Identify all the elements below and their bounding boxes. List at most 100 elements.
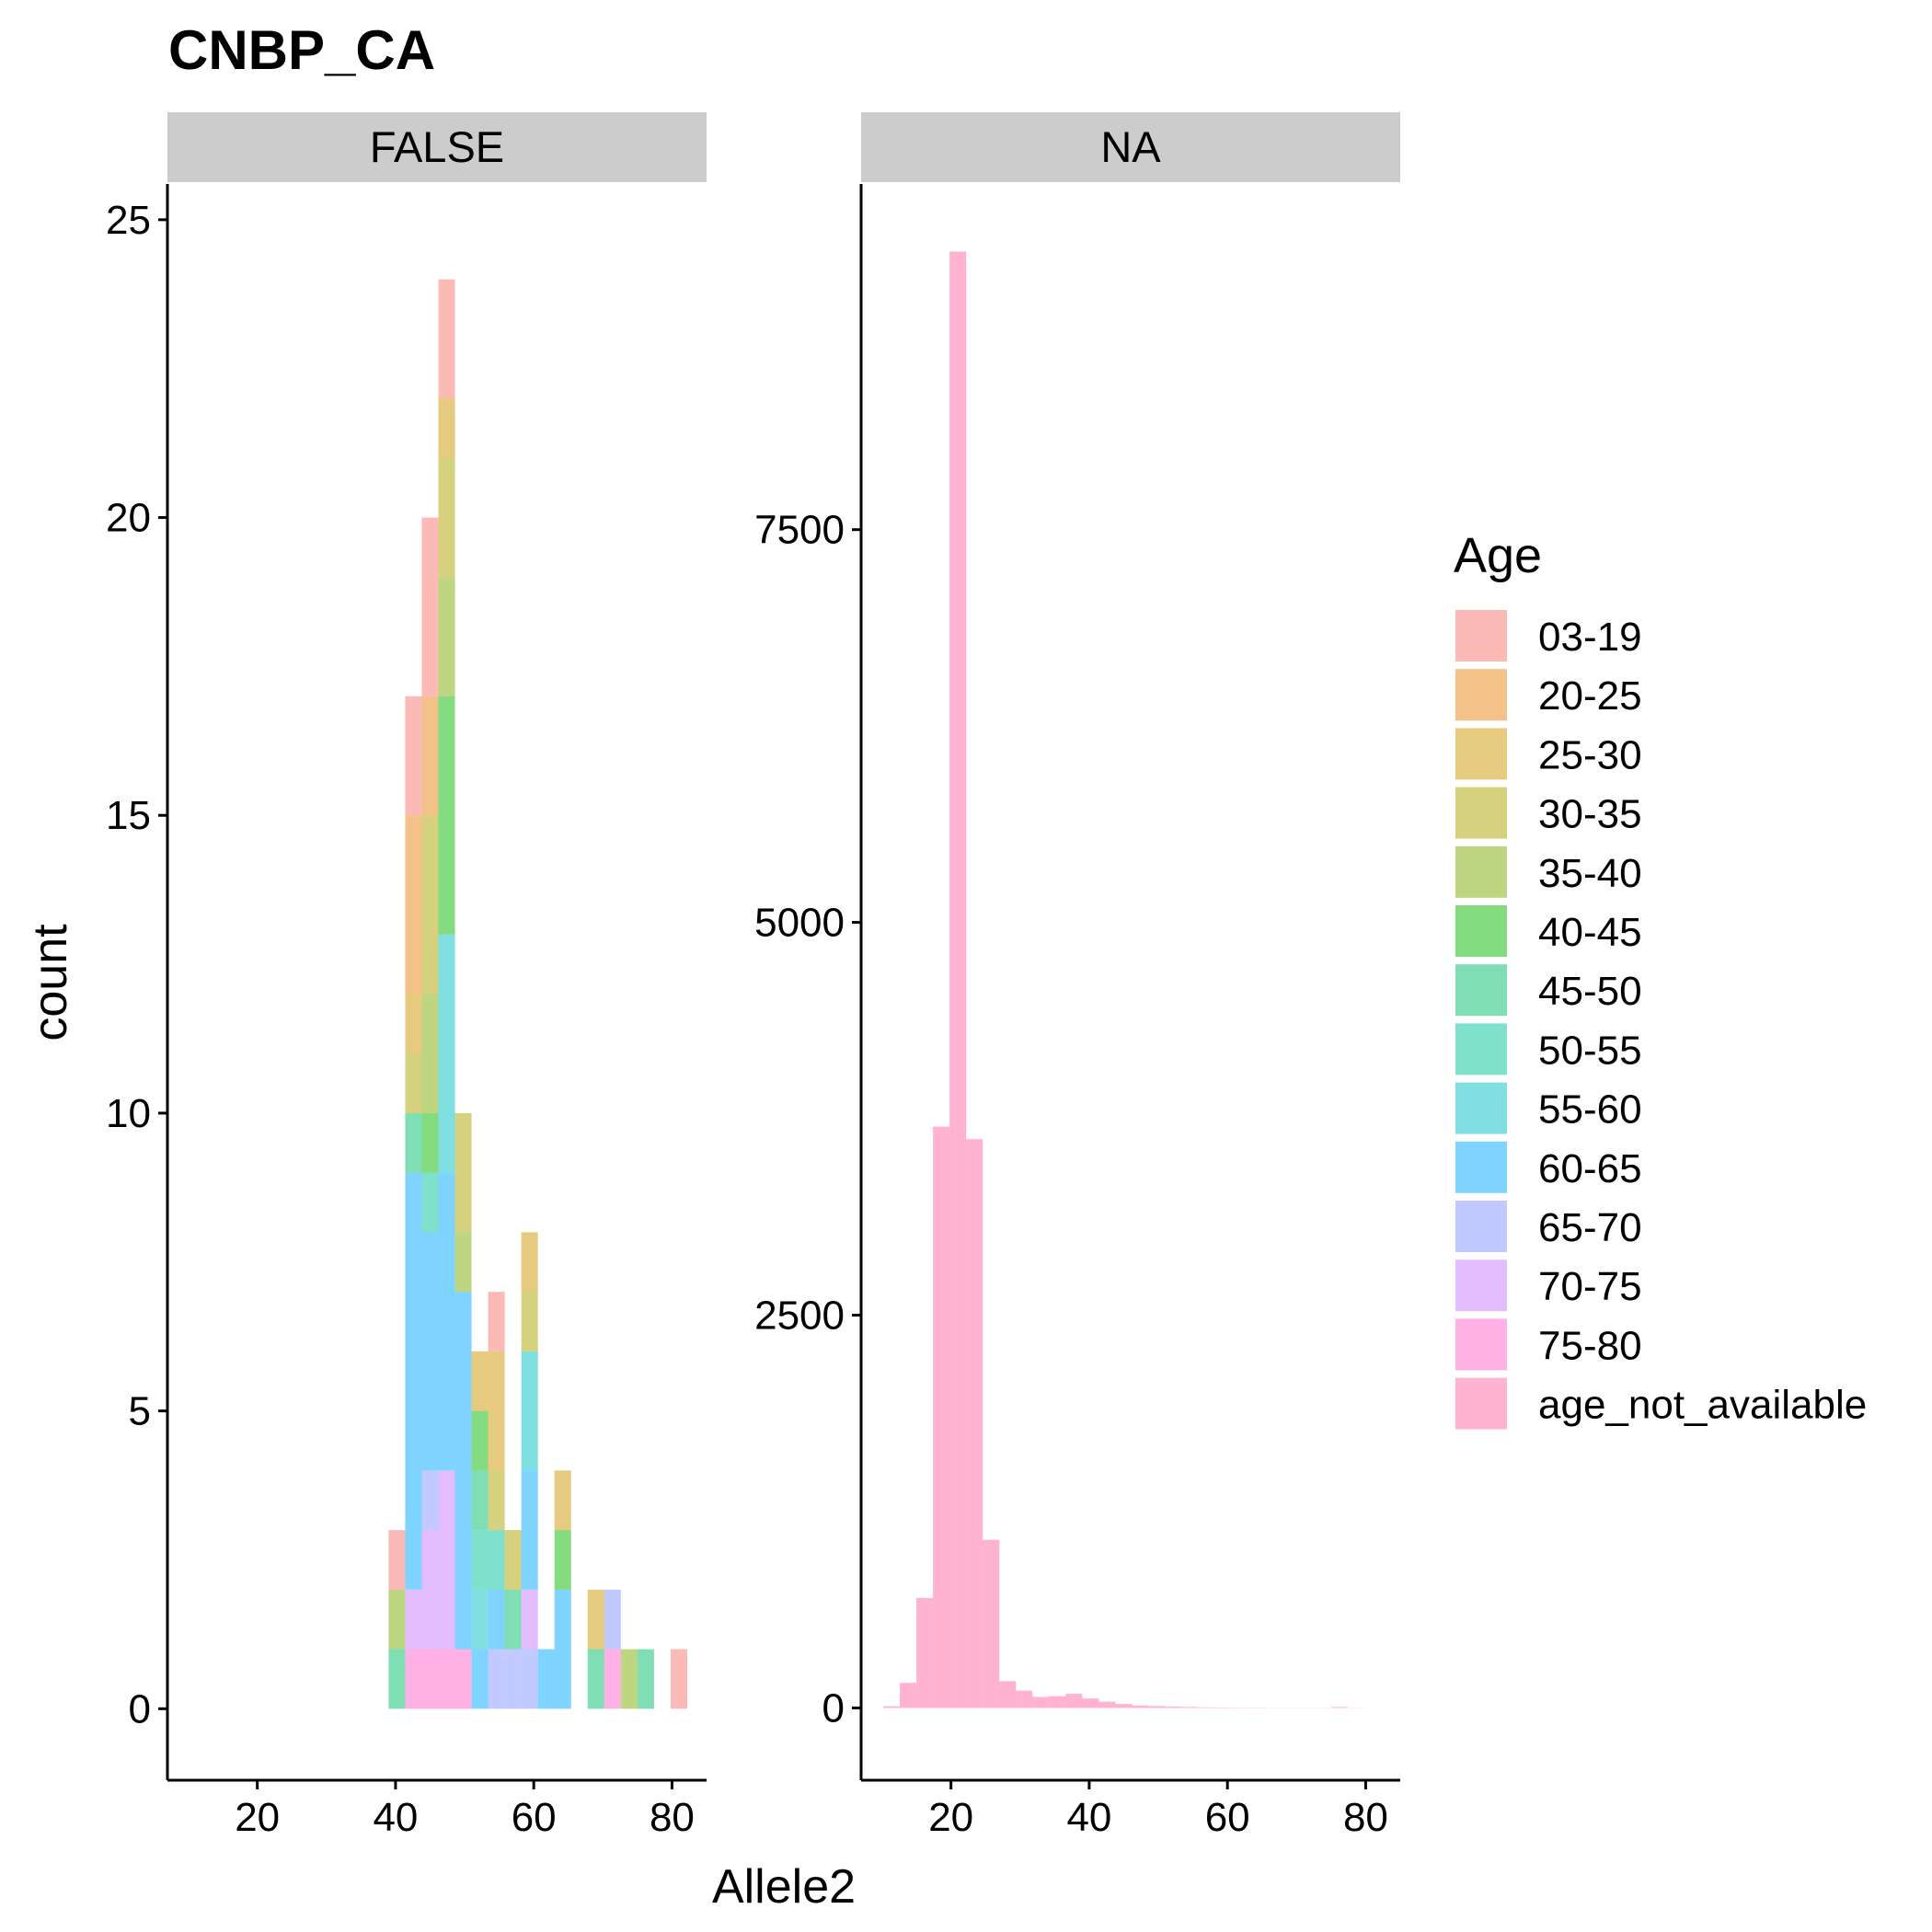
x-axis-title: Allele2 <box>712 1860 856 1914</box>
legend-key <box>1454 962 1509 1018</box>
facet-panel-1: NA 0 2500 5000 7500 20 40 60 80 <box>754 112 1400 1840</box>
bar-segment <box>421 994 439 1113</box>
bar-segment <box>388 1649 406 1709</box>
bar-segment <box>1082 1698 1099 1708</box>
legend-label: age_not_available <box>1538 1383 1867 1428</box>
bar-segment <box>488 1589 505 1650</box>
y-tick-label: 7500 <box>754 508 845 553</box>
y-tick-label: 0 <box>822 1685 845 1731</box>
legend-label: 65-70 <box>1538 1205 1642 1250</box>
bar-segment <box>471 1470 489 1531</box>
facet-panels: FALSE 0 5 10 15 20 25 20 40 60 80 NA 0 2500 5000 7500 20… <box>106 112 1400 1840</box>
bar-segment <box>471 1589 489 1650</box>
bar-segment <box>1165 1707 1182 1708</box>
bar-segment <box>587 1649 604 1709</box>
bar-segment <box>1148 1706 1166 1708</box>
bar-segment <box>949 251 967 1708</box>
bar-segment <box>438 1649 455 1709</box>
x-tick-label: 60 <box>512 1795 557 1840</box>
legend-key <box>1454 1199 1509 1254</box>
bar-segment <box>1098 1701 1116 1708</box>
bar-segment <box>421 696 439 816</box>
bar-segment <box>488 1292 505 1351</box>
y-tick-label: 10 <box>106 1091 151 1136</box>
bar-segment <box>488 1649 505 1709</box>
bar-segment <box>900 1683 917 1708</box>
bar-segment <box>637 1649 654 1709</box>
y-axis-title: count <box>24 924 77 1041</box>
bar-segment <box>620 1649 638 1709</box>
x-tick-label: 80 <box>1343 1795 1388 1840</box>
x-tick-label: 20 <box>928 1795 973 1840</box>
bar-segment <box>388 1589 406 1650</box>
bar-segment <box>504 1530 522 1590</box>
y-tick-label: 15 <box>106 793 151 838</box>
bar-segment <box>1016 1690 1033 1708</box>
facet-strip <box>167 112 707 182</box>
legend-title: Age <box>1454 528 1542 583</box>
bar-segment <box>488 1530 505 1590</box>
x-tick-label: 40 <box>373 1795 418 1840</box>
bar-segment <box>454 1112 472 1233</box>
y-tick-label: 5 <box>129 1389 151 1434</box>
legend-label: 25-30 <box>1538 732 1642 777</box>
legend-label: 20-25 <box>1538 673 1642 719</box>
bar-segment <box>521 1470 538 1590</box>
bar-segment <box>521 1589 538 1650</box>
bar-segment <box>438 1470 455 1650</box>
bar-segment <box>405 994 422 1054</box>
bar-segment <box>405 1112 422 1173</box>
bar-segment <box>554 1589 571 1709</box>
bar-segment <box>604 1589 621 1650</box>
x-tick-label: 60 <box>1205 1795 1250 1840</box>
y-tick-label: 2500 <box>754 1294 845 1339</box>
bar-segment <box>670 1649 687 1709</box>
bar-segment <box>488 1351 505 1471</box>
legend-key <box>1454 844 1509 900</box>
x-tick-label: 80 <box>650 1795 695 1840</box>
bar-segment <box>1115 1704 1133 1708</box>
bar-segment <box>1032 1696 1050 1708</box>
bar-segment <box>438 696 455 935</box>
bar-segment <box>983 1539 1000 1708</box>
y-tick-label: 25 <box>106 198 151 243</box>
legend-label: 60-65 <box>1538 1146 1642 1191</box>
bar-segment <box>438 398 455 458</box>
legend-key <box>1454 903 1509 959</box>
bar-segment <box>504 1589 522 1650</box>
y-tick-label: 20 <box>106 496 151 541</box>
bar-segment <box>438 934 455 1173</box>
bar-segment <box>405 1172 422 1590</box>
bar-segment <box>454 1232 472 1293</box>
legend-key <box>1454 1258 1509 1314</box>
chart-title: CNBP_CA <box>168 19 435 81</box>
bar-segment <box>521 1649 538 1709</box>
legend-label: 03-19 <box>1538 615 1642 660</box>
facet-strip <box>861 112 1400 182</box>
bar-segment <box>966 1139 983 1708</box>
bar-segment <box>504 1649 522 1709</box>
y-tick-label: 0 <box>129 1686 151 1731</box>
bar-segment <box>454 1649 472 1709</box>
bar-segment <box>405 696 422 816</box>
bar-segment <box>405 1589 422 1650</box>
bar-segment <box>421 1112 439 1173</box>
legend-label: 30-35 <box>1538 792 1642 837</box>
y-tick-label: 5000 <box>754 901 845 946</box>
bar-segment <box>421 1530 439 1650</box>
legend-key <box>1454 726 1509 782</box>
legend-label: 75-80 <box>1538 1323 1642 1368</box>
bar-segment <box>587 1589 604 1650</box>
bar-segment <box>471 1530 489 1590</box>
bar-segment <box>554 1530 571 1590</box>
bar-segment <box>1132 1705 1149 1708</box>
legend-label: 55-60 <box>1538 1087 1642 1133</box>
legend-label: 50-55 <box>1538 1028 1642 1073</box>
facet-strip-label: FALSE <box>370 122 504 171</box>
bar-segment <box>554 1470 571 1531</box>
bar-segment <box>488 1470 505 1531</box>
bar-segment <box>421 815 439 995</box>
legend-key <box>1454 667 1509 723</box>
bar-segment <box>421 1649 439 1709</box>
